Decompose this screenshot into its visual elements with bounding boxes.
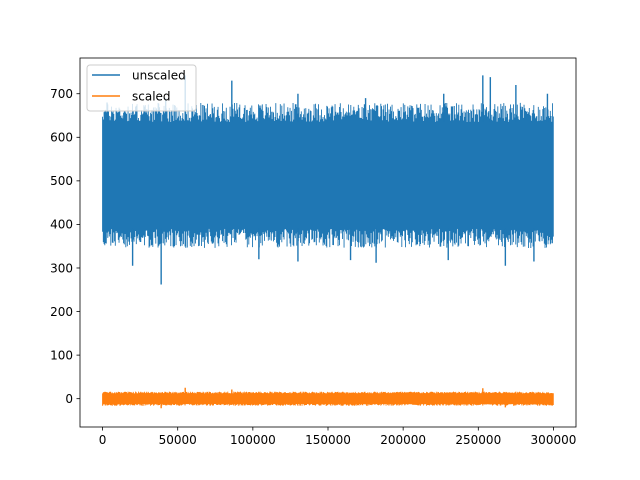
x-tick-label: 100000: [230, 433, 276, 447]
x-tick-label: 0: [99, 433, 107, 447]
x-tick-label: 150000: [305, 433, 351, 447]
y-tick-label: 200: [50, 305, 73, 319]
y-tick-label: 100: [50, 348, 73, 362]
y-tick-label: 500: [50, 174, 73, 188]
legend: unscaled scaled: [86, 64, 197, 112]
series-spikes-scaled: [160, 387, 507, 409]
legend-label-unscaled: unscaled: [132, 69, 186, 83]
x-tick-label: 50000: [159, 433, 197, 447]
series-scaled: [102, 387, 554, 409]
y-tick-label: 0: [65, 392, 73, 406]
x-tick-label: 200000: [380, 433, 426, 447]
y-tick-label: 400: [50, 218, 73, 232]
legend-label-scaled: scaled: [132, 90, 171, 104]
x-tick-label: 300000: [531, 433, 577, 447]
y-tick-label: 600: [50, 131, 73, 145]
series-edge-unscaled: [102, 102, 554, 248]
axis-layer: 0 50000 100000 150000 200000 250000 300000 0 100…: [50, 87, 576, 447]
legend-box: [86, 64, 197, 112]
series-layer: [102, 75, 554, 409]
series-edge-scaled: [102, 391, 554, 406]
series-unscaled: [102, 75, 554, 285]
y-tick-label: 700: [50, 87, 73, 101]
x-tick-label: 250000: [455, 433, 501, 447]
y-tick-label: 300: [50, 261, 73, 275]
